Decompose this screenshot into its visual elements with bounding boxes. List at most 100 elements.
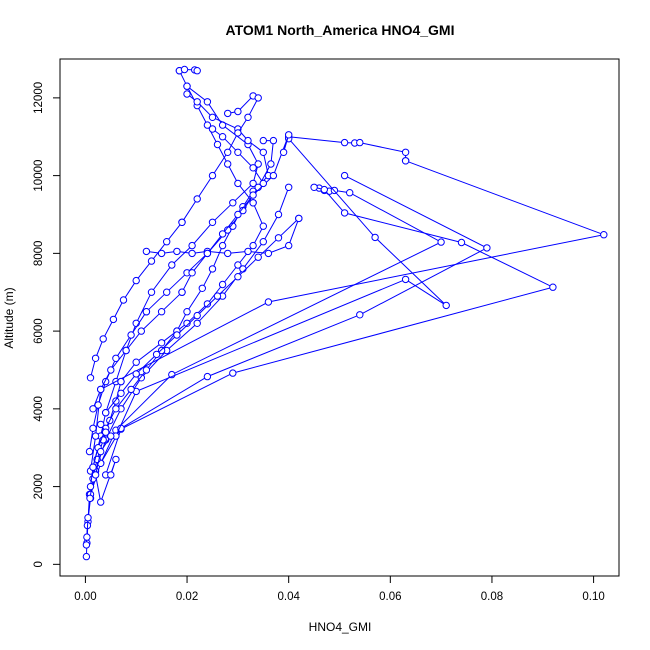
x-axis: 0.00 0.02 0.04 0.06 0.08 0.10 — [74, 575, 605, 603]
data-point — [173, 331, 181, 339]
data-point — [91, 432, 100, 440]
data-point — [168, 261, 176, 269]
data-point — [264, 298, 273, 306]
plot-frame — [59, 58, 620, 577]
data-point — [109, 315, 118, 324]
data-point — [86, 482, 95, 491]
data-point — [254, 160, 262, 168]
y-tick-label: 4000 — [33, 396, 45, 422]
data-point — [183, 319, 191, 327]
data-point — [259, 222, 267, 230]
data-point — [97, 385, 105, 394]
data-point — [112, 405, 120, 413]
data-point — [97, 447, 105, 456]
data-point — [356, 138, 364, 147]
data-point — [244, 136, 252, 145]
data-point — [224, 109, 232, 118]
data-point — [107, 471, 115, 479]
data-point — [218, 280, 227, 289]
data-point — [193, 98, 201, 106]
data-point — [193, 195, 201, 203]
data-point — [234, 261, 242, 269]
data-point — [137, 327, 146, 335]
data-point — [267, 160, 275, 168]
y-tick-label: 0 — [33, 561, 45, 567]
data-point — [224, 148, 232, 157]
data-point — [401, 148, 410, 157]
series-line-8 — [115, 138, 447, 437]
series-line-19 — [146, 140, 274, 313]
data-point — [183, 308, 191, 316]
data-point — [208, 125, 217, 133]
data-point — [218, 241, 227, 250]
data-point — [234, 107, 242, 116]
data-point — [269, 136, 278, 145]
data-point — [203, 249, 212, 258]
data-point — [249, 179, 257, 188]
data-point — [157, 339, 166, 347]
data-point — [340, 209, 349, 217]
series-line-15 — [181, 95, 259, 223]
data-point — [91, 354, 100, 362]
data-point — [97, 420, 105, 429]
data-point — [274, 234, 283, 242]
data-point — [259, 136, 267, 145]
data-point — [208, 218, 217, 227]
data-point — [218, 133, 227, 141]
data-point — [234, 210, 242, 219]
data-point — [99, 335, 107, 343]
y-axis: 0 2000 4000 6000 8000 10000 12000 — [33, 82, 61, 568]
data-point — [117, 389, 125, 397]
data-point — [356, 311, 364, 319]
data-point — [259, 148, 267, 157]
data-point — [132, 370, 140, 378]
x-tick-label: 0.10 — [582, 591, 604, 603]
data-point — [224, 249, 232, 258]
data-point — [147, 257, 156, 265]
data-point — [401, 157, 410, 165]
data-point — [346, 189, 354, 197]
data-point — [157, 308, 166, 316]
data-point — [117, 377, 125, 386]
data-point — [549, 283, 557, 291]
data-point — [310, 183, 318, 192]
data-point — [208, 171, 217, 180]
data-point — [208, 265, 217, 273]
data-point — [163, 288, 171, 296]
data-point — [132, 276, 140, 285]
series-line-10 — [120, 202, 264, 382]
data-point — [86, 494, 94, 502]
data-point — [122, 346, 130, 355]
data-point — [83, 533, 91, 541]
data-point — [163, 238, 171, 246]
data-point — [285, 241, 293, 250]
y-tick-label: 10000 — [33, 160, 45, 192]
data-point — [173, 247, 181, 256]
y-axis-label: Altitude (m) — [2, 287, 16, 348]
series-line-18 — [105, 218, 300, 414]
data-point — [213, 140, 222, 149]
data-point — [97, 498, 105, 506]
data-point — [249, 241, 257, 250]
data-point — [102, 428, 110, 436]
data-point — [188, 241, 196, 250]
plot-area — [82, 65, 608, 561]
data-point — [188, 249, 196, 258]
data-point — [234, 273, 242, 281]
y-tick-label: 6000 — [33, 318, 45, 344]
data-point — [89, 424, 97, 432]
data-point — [229, 199, 237, 207]
data-point — [234, 129, 242, 137]
data-point — [244, 113, 252, 122]
data-point — [213, 292, 222, 300]
data-point — [285, 131, 293, 139]
data-point — [193, 67, 201, 75]
data-point — [203, 300, 212, 308]
data-point — [183, 90, 191, 98]
data-point — [89, 463, 97, 471]
data-point — [112, 354, 120, 362]
series-line-4 — [90, 160, 606, 472]
data-point — [457, 238, 466, 247]
data-point — [371, 233, 379, 242]
data-point — [340, 138, 349, 147]
